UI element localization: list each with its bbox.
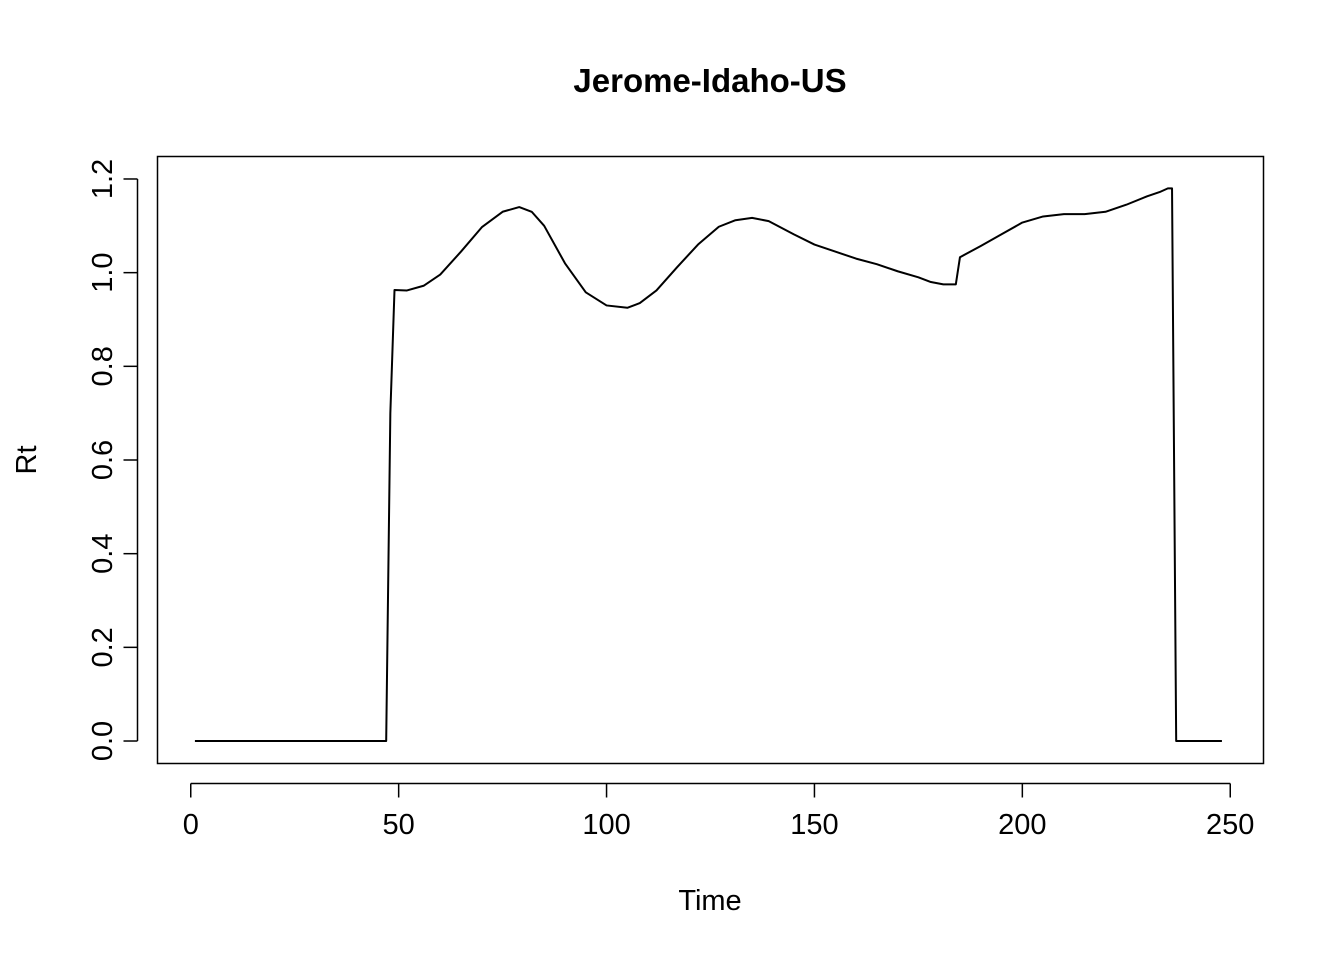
y-tick-label: 0.6 bbox=[87, 440, 119, 480]
y-axis: 0.0 0.2 0.4 0.6 0.8 1.0 1.2 bbox=[87, 159, 139, 761]
x-axis-label: Time bbox=[678, 885, 741, 917]
x-tick-label: 50 bbox=[383, 809, 415, 841]
y-tick-label: 0.2 bbox=[87, 627, 119, 667]
x-tick-label: 150 bbox=[790, 809, 838, 841]
y-tick-label: 1.0 bbox=[87, 252, 119, 292]
x-tick-label: 100 bbox=[582, 809, 630, 841]
x-tick-label: 200 bbox=[998, 809, 1046, 841]
y-tick-label: 0.0 bbox=[87, 721, 119, 761]
x-axis: 0 50 100 150 200 250 bbox=[183, 782, 1254, 841]
y-axis-label: Rt bbox=[11, 446, 43, 475]
y-tick-label: 1.2 bbox=[87, 159, 119, 199]
x-tick-label: 250 bbox=[1206, 809, 1254, 841]
x-tick-label: 0 bbox=[183, 809, 199, 841]
plot-frame bbox=[156, 155, 1265, 765]
y-tick-label: 0.4 bbox=[87, 534, 119, 574]
chart-title: Jerome-Idaho-US bbox=[573, 62, 846, 99]
y-tick-label: 0.8 bbox=[87, 346, 119, 386]
rt-series-line bbox=[194, 187, 1222, 743]
